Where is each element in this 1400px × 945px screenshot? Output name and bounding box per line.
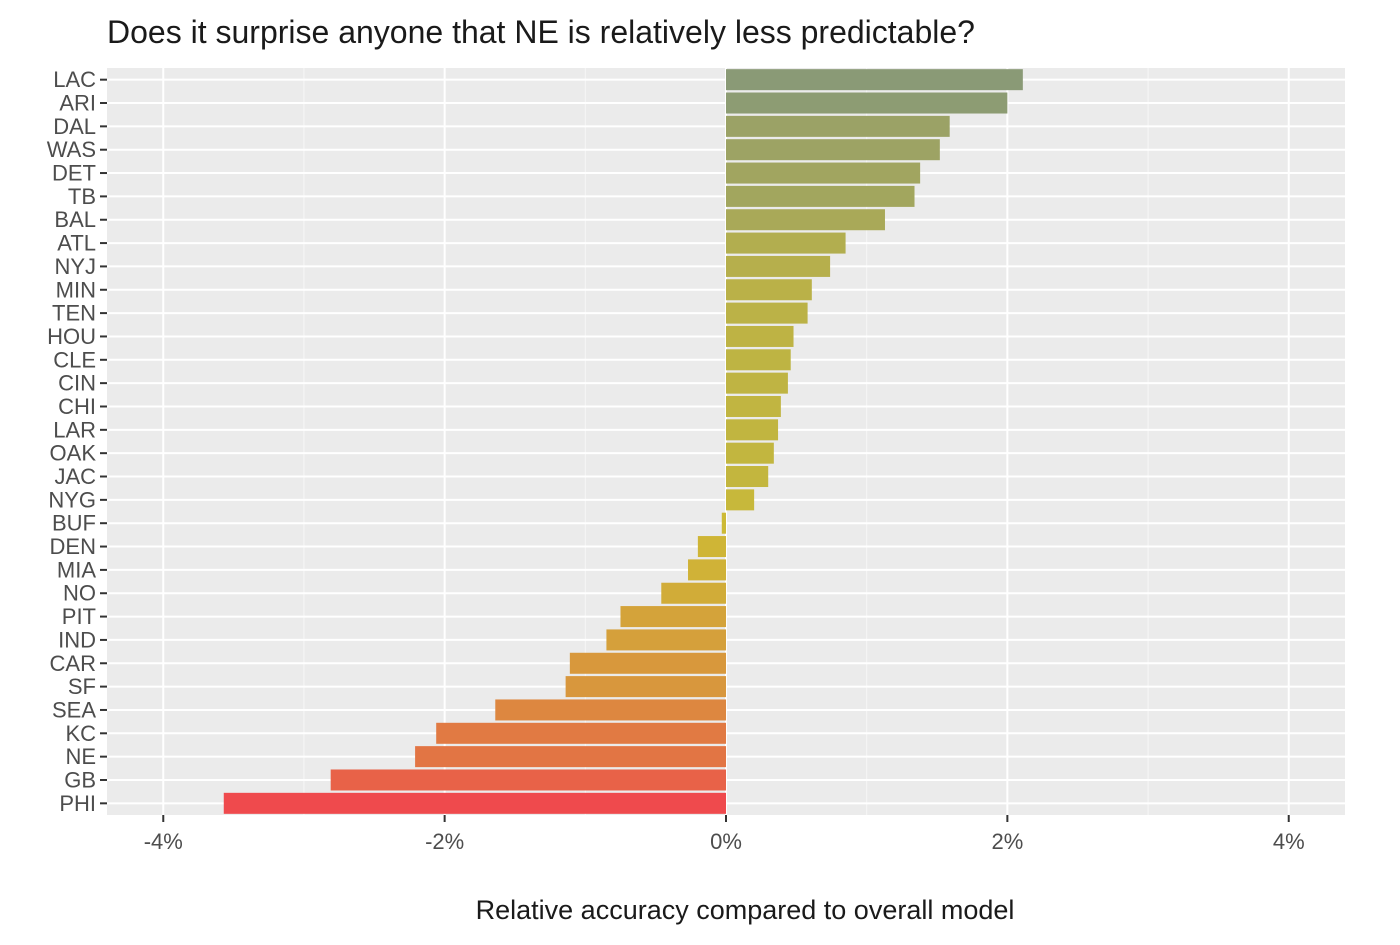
- y-tick-label: CLE: [53, 347, 96, 372]
- y-tick-label: ARI: [59, 91, 96, 116]
- bars: [223, 69, 1023, 814]
- bar-tb: [726, 185, 915, 207]
- bar-ind: [606, 629, 726, 651]
- bar-lac: [726, 69, 1023, 91]
- y-tick-label: NYG: [48, 487, 96, 512]
- x-tick-label: -4%: [144, 829, 183, 854]
- y-tick-label: MIA: [57, 557, 96, 582]
- bar-atl: [726, 232, 846, 254]
- y-tick-label: SEA: [52, 697, 96, 722]
- bar-cle: [726, 349, 791, 371]
- y-tick-label: WAS: [47, 137, 96, 162]
- x-tick-label: 2%: [991, 829, 1023, 854]
- y-tick-label: SF: [68, 674, 96, 699]
- y-tick-label: KC: [65, 721, 96, 746]
- bar-jac: [726, 466, 769, 488]
- y-tick-label: NE: [65, 744, 96, 769]
- bar-lar: [726, 419, 779, 441]
- y-tick-label: NO: [63, 581, 96, 606]
- y-tick-label: CAR: [50, 651, 96, 676]
- bar-sea: [495, 699, 726, 721]
- x-tick-label: 4%: [1273, 829, 1305, 854]
- y-tick-label: TEN: [52, 301, 96, 326]
- bar-sf: [565, 676, 726, 698]
- y-tick-label: NYJ: [54, 254, 96, 279]
- y-tick-label: TB: [68, 184, 96, 209]
- bar-chi: [726, 395, 781, 417]
- bar-den: [697, 536, 726, 558]
- y-tick-label: BAL: [54, 207, 96, 232]
- y-tick-label: CHI: [58, 394, 96, 419]
- bar-ten: [726, 302, 808, 324]
- bar-kc: [436, 722, 726, 744]
- y-tick-label: BUF: [52, 511, 96, 536]
- x-tick-label: -2%: [425, 829, 464, 854]
- y-tick-label: HOU: [47, 324, 96, 349]
- chart-title: Does it surprise anyone that NE is relat…: [107, 14, 975, 50]
- bar-no: [661, 582, 726, 604]
- y-tick-label: PHI: [59, 791, 96, 816]
- y-axis: LACARIDALWASDETTBBALATLNYJMINTENHOUCLECI…: [47, 67, 107, 816]
- y-tick-label: GB: [64, 767, 96, 792]
- bar-gb: [330, 769, 726, 791]
- y-tick-label: LAR: [53, 417, 96, 442]
- bar-oak: [726, 442, 774, 464]
- bar-pit: [620, 606, 726, 628]
- bar-hou: [726, 325, 794, 347]
- bar-det: [726, 162, 921, 184]
- bar-nyj: [726, 255, 831, 277]
- bar-cin: [726, 372, 788, 394]
- bar-buf: [721, 512, 726, 534]
- bar-mia: [688, 559, 726, 581]
- y-tick-label: IND: [58, 627, 96, 652]
- x-axis: -4% -2% 0% 2% 4%: [144, 815, 1305, 854]
- y-tick-label: ATL: [57, 231, 96, 256]
- y-tick-label: PIT: [62, 604, 96, 629]
- bar-was: [726, 139, 940, 161]
- y-tick-label: CIN: [58, 371, 96, 396]
- y-tick-label: JAC: [54, 464, 96, 489]
- y-tick-label: DEN: [50, 534, 96, 559]
- y-tick-label: DET: [52, 161, 96, 186]
- y-tick-label: DAL: [53, 114, 96, 139]
- bar-nyg: [726, 489, 755, 511]
- y-tick-label: MIN: [56, 277, 96, 302]
- bar-min: [726, 279, 812, 301]
- y-tick-label: OAK: [50, 441, 97, 466]
- bar-ne: [415, 746, 726, 768]
- y-tick-label: LAC: [53, 67, 96, 92]
- bar-dal: [726, 115, 950, 137]
- x-tick-label: 0%: [710, 829, 742, 854]
- x-axis-label: Relative accuracy compared to overall mo…: [475, 895, 1015, 925]
- bar-ari: [726, 92, 1008, 114]
- bar-bal: [726, 209, 885, 231]
- bar-car: [569, 652, 726, 674]
- bar-phi: [223, 792, 726, 814]
